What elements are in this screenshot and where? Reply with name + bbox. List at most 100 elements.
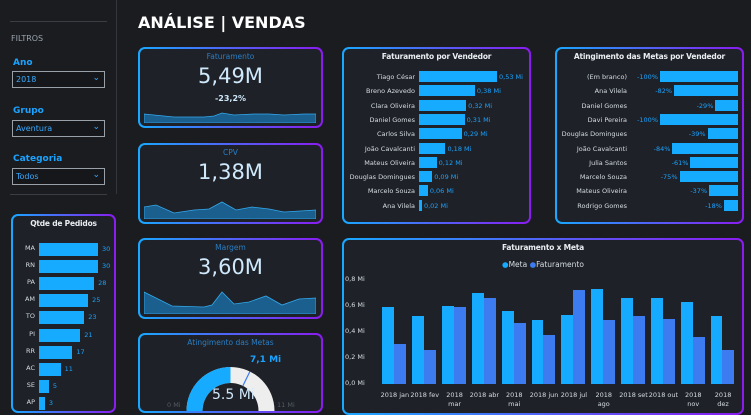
pedidos-bar[interactable] xyxy=(39,311,85,325)
ating-vendedor-value: -82% xyxy=(655,87,673,96)
faturamento-bar[interactable] xyxy=(662,319,675,384)
fat-vendedor-value: 0,31 Mi xyxy=(466,115,491,124)
ating-vendedor-bar[interactable] xyxy=(660,113,738,125)
sparkline xyxy=(144,201,316,219)
kpi-change: -23,2% xyxy=(214,94,247,103)
meta-bar[interactable] xyxy=(531,320,544,384)
faturamento-bar[interactable] xyxy=(424,350,437,384)
faturamento-bar[interactable] xyxy=(603,320,616,384)
faturamento-bar[interactable] xyxy=(722,350,735,384)
fat-vendedor-bar[interactable] xyxy=(419,99,467,111)
ating-vendedor-bar[interactable] xyxy=(707,128,738,140)
pedidos-label: AP xyxy=(26,397,35,406)
pedidos-bar[interactable] xyxy=(39,260,98,274)
gauge-target-marker xyxy=(242,371,251,387)
x-tick-label: 2018 ago xyxy=(595,391,613,408)
vendedor-label: Julia Santos xyxy=(589,158,627,167)
faturamento-bar[interactable] xyxy=(513,322,526,384)
fat-vendedor-bar[interactable] xyxy=(419,142,446,154)
faturamento-bar[interactable] xyxy=(453,307,466,384)
ating-vendedor-bar[interactable] xyxy=(660,71,738,82)
pedidos-bar[interactable] xyxy=(39,379,49,393)
meta-bar[interactable] xyxy=(650,298,663,384)
fat-vendedor-value: 0,12 Mi xyxy=(438,158,463,167)
filters-heading: FILTROS xyxy=(11,34,44,43)
pedidos-bar[interactable] xyxy=(39,277,95,291)
kpi-value: 5,49M xyxy=(198,64,263,88)
ating-vendedor-value: -61% xyxy=(671,158,689,167)
ating-vendedor-bar[interactable] xyxy=(715,99,738,111)
meta-bar[interactable] xyxy=(621,298,633,384)
meta-bar[interactable] xyxy=(412,316,425,384)
chevron-down-icon: ⌄ xyxy=(92,122,100,132)
pedidos-bar[interactable] xyxy=(39,328,81,342)
faturamento-bar[interactable] xyxy=(483,298,496,384)
fat-vendedor-title: Faturamento por Vendedor xyxy=(381,52,492,61)
pedidos-title: Qtde de Pedidos xyxy=(30,219,97,228)
meta-bar[interactable] xyxy=(442,306,454,384)
fat-vendedor-value: 0,38 Mi xyxy=(476,87,501,96)
vendedor-label: Rodrigo Gomes xyxy=(577,201,627,210)
fat-vendedor-bar[interactable] xyxy=(419,85,475,97)
ating-vendedor-bar[interactable] xyxy=(709,185,738,197)
fat-vendedor-bar[interactable] xyxy=(419,113,465,125)
fat-vendedor-value: 0,53 Mi xyxy=(499,73,523,81)
y-tick-label: 0,8 Mi xyxy=(345,275,365,283)
categoria-select[interactable]: Todos ⌄ xyxy=(12,168,105,185)
kpi-title: Margem xyxy=(215,243,246,252)
ano-select[interactable]: 2018 ⌄ xyxy=(12,71,105,88)
pedidos-bar[interactable] xyxy=(39,345,73,359)
fat-vendedor-bar[interactable] xyxy=(419,128,462,140)
meta-bar[interactable] xyxy=(501,311,514,384)
vendedor-label: João Cavalcanti xyxy=(576,144,627,153)
x-tick-label: 2018 jul xyxy=(560,391,588,399)
faturamento-bar[interactable] xyxy=(394,343,407,384)
fat-vendedor-bar[interactable] xyxy=(419,71,497,82)
faturamento-bar[interactable] xyxy=(632,316,645,384)
pedidos-value: 25 xyxy=(92,296,101,305)
ating-vendedor-value: -18% xyxy=(705,201,722,210)
fat-vendedor-bar[interactable] xyxy=(419,185,428,197)
divider xyxy=(10,194,107,195)
legend-meta[interactable]: ●Meta xyxy=(502,260,528,269)
chart-title: Faturamento x Meta xyxy=(501,243,585,252)
vendedor-label: Mateus Oliveira xyxy=(576,187,627,196)
ating-vendedor-bar[interactable] xyxy=(723,199,738,211)
fat-vendedor-bar[interactable] xyxy=(419,171,433,183)
kpi-title: Faturamento xyxy=(206,52,255,61)
gauge-min: 0 Mi xyxy=(167,401,181,409)
ating-vendedor-bar[interactable] xyxy=(690,156,738,168)
pedidos-bar[interactable] xyxy=(39,294,89,308)
fat-vendedor-bar[interactable] xyxy=(419,199,422,211)
pedidos-value: 3 xyxy=(48,398,54,407)
meta-bar[interactable] xyxy=(471,293,484,384)
ano-value: 2018 xyxy=(16,75,37,84)
meta-bar[interactable] xyxy=(680,302,693,384)
x-tick-label: 2018 mai xyxy=(505,391,523,408)
fat-vendedor-value: 0,32 Mi xyxy=(468,101,493,110)
ating-vendedor-bar[interactable] xyxy=(674,85,738,97)
ating-vendedor-bar[interactable] xyxy=(679,171,738,183)
meta-bar[interactable] xyxy=(382,307,395,384)
pedidos-bar[interactable] xyxy=(39,243,98,256)
pedidos-bar[interactable] xyxy=(39,362,61,376)
meta-bar[interactable] xyxy=(561,315,574,384)
pedidos-bar[interactable] xyxy=(39,396,45,410)
ating-vendedor-bar[interactable] xyxy=(672,142,738,154)
meta-bar[interactable] xyxy=(591,289,604,384)
x-tick-label: 2018 fev xyxy=(410,391,440,399)
faturamento-bar[interactable] xyxy=(573,290,586,384)
meta-bar[interactable] xyxy=(710,316,723,384)
faturamento-bar[interactable] xyxy=(543,334,556,384)
kpi-value: 1,38M xyxy=(198,160,263,184)
fat-vendedor-value: 0,09 Mi xyxy=(434,173,459,182)
ating-vendedor-value: -100% xyxy=(637,115,658,124)
divider xyxy=(10,21,107,22)
grupo-select[interactable]: Aventura ⌄ xyxy=(12,120,105,137)
fat-vendedor-bar[interactable] xyxy=(419,156,437,168)
kpi-value: 3,60M xyxy=(198,255,263,279)
legend-faturamento[interactable]: ●Faturamento xyxy=(529,260,584,269)
vendedor-label: Clara Oliveira xyxy=(370,101,415,110)
faturamento-bar[interactable] xyxy=(692,337,705,384)
fat-vendedor-value: 0,18 Mi xyxy=(447,144,472,153)
